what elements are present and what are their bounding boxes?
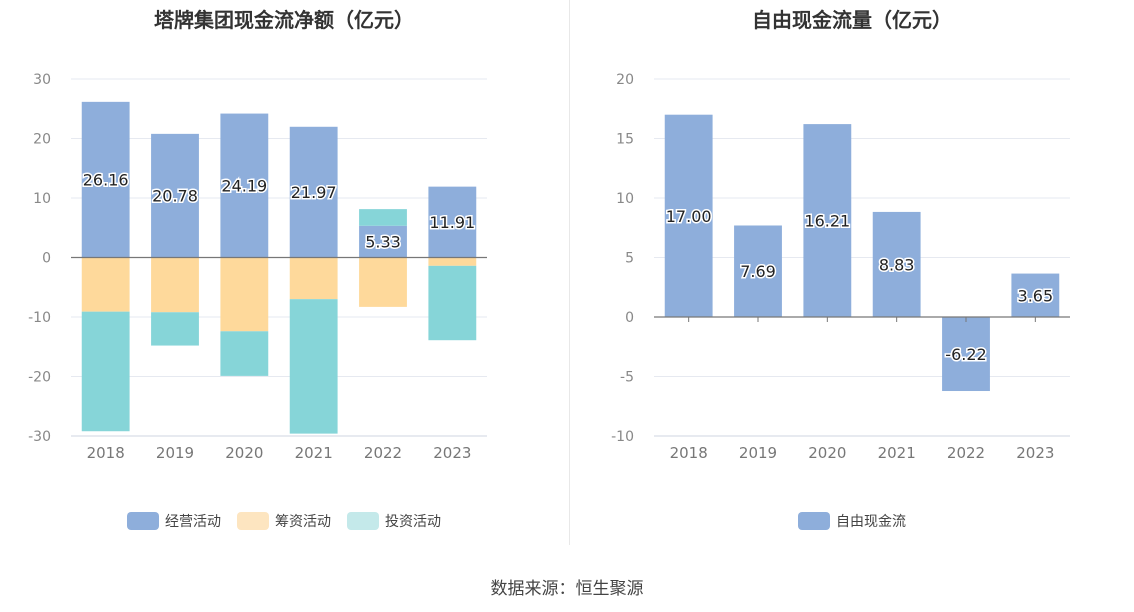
data-label: 17.00 — [666, 207, 712, 226]
right-chart-plot: 20 15 10 5 0 -5 -10 2018 2019 2020 2021 2022 2023 17.… — [611, 72, 1070, 462]
data-label: 26.16 — [83, 171, 129, 190]
legend-label: 筹资活动 — [275, 514, 331, 530]
bar — [359, 257, 407, 307]
y-tick-label: -20 — [28, 370, 51, 386]
y-tick-label: -30 — [28, 429, 51, 445]
y-tick-label: 30 — [33, 72, 51, 88]
right-chart-title: 自由现金流量（亿元） — [752, 8, 952, 32]
y-tick-label: -10 — [611, 429, 634, 445]
y-tick-label: -5 — [620, 370, 634, 386]
legend-swatch — [127, 512, 159, 530]
data-label: 24.19 — [221, 177, 267, 196]
bar — [359, 225, 407, 258]
bar — [151, 133, 199, 258]
x-tick-label: 2020 — [225, 444, 263, 462]
bar — [428, 257, 477, 266]
left-chart-legend: 经营活动 筹资活动 投资活动 — [0, 511, 568, 531]
bar — [81, 311, 130, 432]
data-source-note: 数据来源：恒生聚源 — [490, 579, 644, 599]
legend-label: 经营活动 — [165, 514, 221, 530]
y-tick-label: 20 — [616, 72, 634, 88]
x-tick-label: 2019 — [739, 444, 777, 462]
legend-item[interactable]: 投资活动 — [347, 511, 441, 531]
y-tick-label: 5 — [625, 251, 634, 267]
bar — [220, 257, 269, 332]
y-tick-label: -10 — [28, 310, 51, 326]
bar — [664, 114, 713, 317]
data-label: 8.83 — [879, 255, 915, 274]
y-tick-label: 10 — [616, 191, 634, 207]
bar — [151, 257, 199, 313]
bar — [803, 124, 852, 317]
legend-item[interactable]: 自由现金流 — [798, 511, 906, 531]
bar — [220, 331, 269, 376]
bar — [872, 211, 921, 317]
data-label: 3.65 — [1018, 286, 1054, 305]
bar — [81, 101, 130, 258]
legend-item[interactable]: 经营活动 — [127, 511, 221, 531]
left-chart-panel: 塔牌集团现金流净额（亿元） 30 20 10 0 -10 -20 -30 2018 2019 20… — [0, 0, 568, 545]
y-tick-label: 0 — [42, 251, 51, 267]
data-label: 7.69 — [740, 262, 776, 281]
y-tick-label: 15 — [616, 132, 634, 148]
data-label: 16.21 — [804, 212, 850, 231]
data-label: 11.91 — [429, 213, 475, 232]
bar — [942, 317, 990, 392]
bar — [151, 312, 199, 346]
bar — [359, 209, 407, 226]
x-tick-label: 2022 — [947, 444, 985, 462]
legend-label: 投资活动 — [385, 514, 441, 530]
legend-swatch — [347, 512, 379, 530]
data-label: 21.97 — [291, 183, 337, 202]
bar — [1011, 273, 1060, 317]
y-tick-label: 10 — [33, 191, 51, 207]
bar — [428, 186, 477, 258]
left-chart-title: 塔牌集团现金流净额（亿元） — [154, 8, 414, 32]
legend-swatch — [237, 512, 269, 530]
x-tick-label: 2018 — [670, 444, 708, 462]
legend-label: 自由现金流 — [836, 514, 906, 530]
legend-item[interactable]: 筹资活动 — [237, 511, 331, 531]
left-chart-plot: 30 20 10 0 -10 -20 -30 2018 2019 2020 2021 2022 2023… — [28, 72, 487, 462]
x-tick-label: 2021 — [295, 444, 333, 462]
bar — [428, 265, 477, 341]
panel-divider — [569, 0, 570, 545]
bar — [289, 299, 338, 434]
legend-swatch — [798, 512, 830, 530]
x-tick-label: 2020 — [808, 444, 846, 462]
bar — [220, 113, 269, 258]
data-label: 20.78 — [152, 187, 198, 206]
right-chart-legend: 自由现金流 — [570, 511, 1134, 531]
y-tick-label: 20 — [33, 132, 51, 148]
data-label: 5.33 — [365, 233, 401, 252]
data-label: -6.22 — [945, 345, 986, 364]
x-tick-label: 2023 — [1016, 444, 1054, 462]
bar — [289, 257, 338, 300]
x-tick-label: 2018 — [87, 444, 125, 462]
bar — [289, 126, 338, 258]
bar — [81, 257, 130, 312]
y-tick-label: 0 — [625, 310, 634, 326]
right-chart-panel: 自由现金流量（亿元） 20 15 10 5 0 -5 -10 2018 2019 2020 2021… — [570, 0, 1134, 545]
x-tick-label: 2022 — [364, 444, 402, 462]
x-tick-label: 2021 — [878, 444, 916, 462]
bar — [734, 225, 782, 317]
x-tick-label: 2023 — [433, 444, 471, 462]
x-tick-label: 2019 — [156, 444, 194, 462]
